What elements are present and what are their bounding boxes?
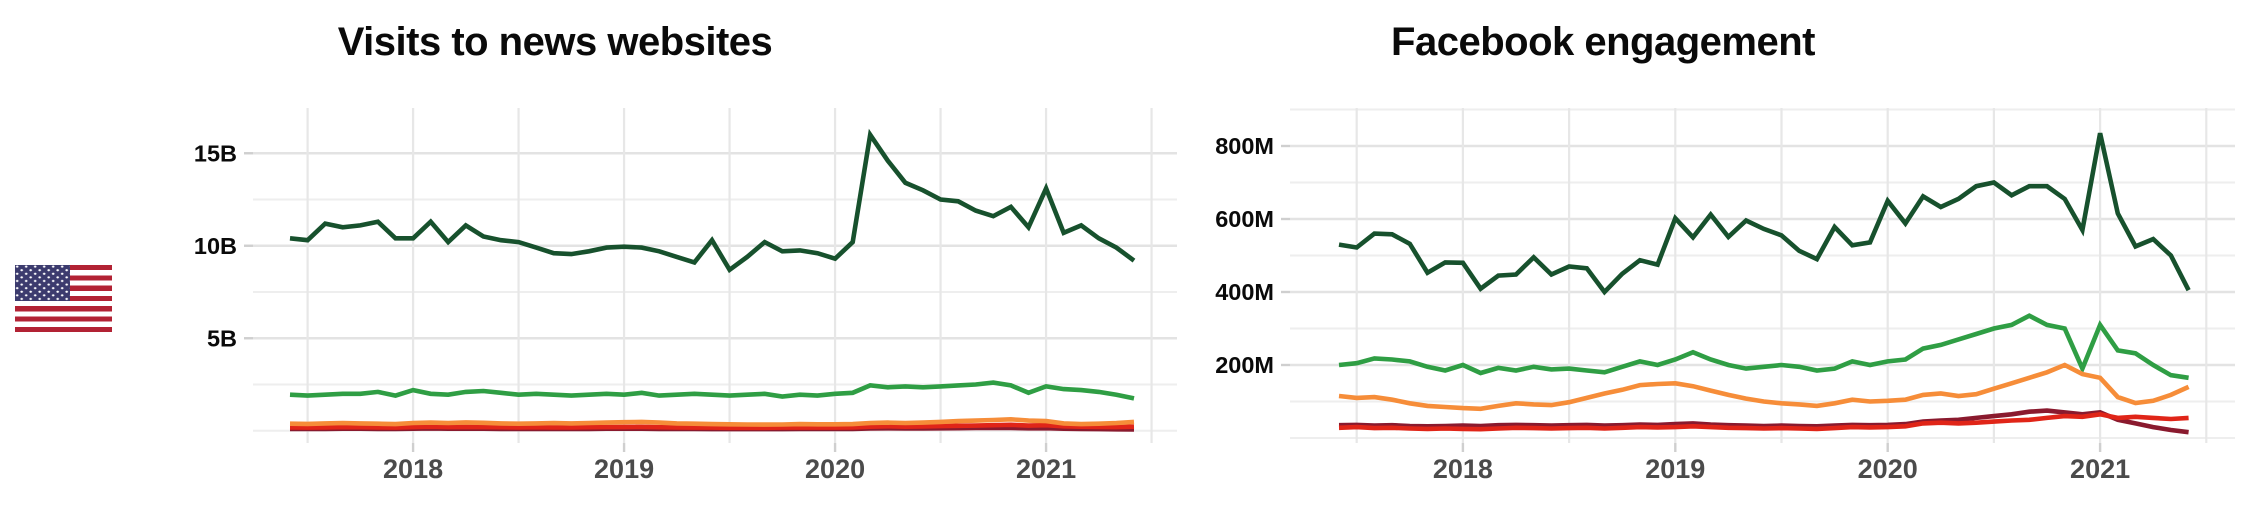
x-tick-label: 2020 [805,454,865,484]
y-tick-label: 10B [194,233,237,259]
x-tick-label: 2021 [1016,454,1076,484]
facebook-chart-dark-red-line [1338,408,2189,435]
y-tick-label: 800M [1215,133,1274,159]
y-tick-label: 600M [1215,206,1274,232]
facebook-chart-title: Facebook engagement [1391,20,1815,64]
visits-chart-title: Visits to news websites [337,20,773,64]
us-flag [15,265,112,332]
y-tick-label: 5B [207,325,237,351]
x-tick-label: 2018 [1433,454,1493,484]
facebook-chart: 2018 2019 2020 2021 200M 400M 600M 800M [1215,108,2235,484]
x-tick-label: 2019 [1645,454,1705,484]
x-tick-label: 2018 [383,454,443,484]
x-tick-label: 2020 [1858,454,1918,484]
y-tick-label: 400M [1215,279,1274,305]
facebook-chart-green-line [1338,313,2189,381]
us-flag-canton-stars [15,265,70,301]
facebook-chart-red-line [1338,411,2189,432]
facebook-chart-orange-line [1338,362,2190,412]
y-tick-label: 200M [1215,352,1274,378]
visits-chart-dark-green-line [289,128,1136,274]
visits-chart-red-line [289,422,1135,431]
facebook-chart-dark-green-line [1338,132,2191,296]
visits-chart-green-line [289,380,1135,401]
x-tick-label: 2021 [2070,454,2130,484]
visits-chart: 2018 2019 2020 2021 5B 10B 15B [194,108,1177,484]
visits-chart-orange-line [289,416,1135,427]
y-tick-label: 15B [194,140,237,166]
x-tick-label: 2019 [594,454,654,484]
